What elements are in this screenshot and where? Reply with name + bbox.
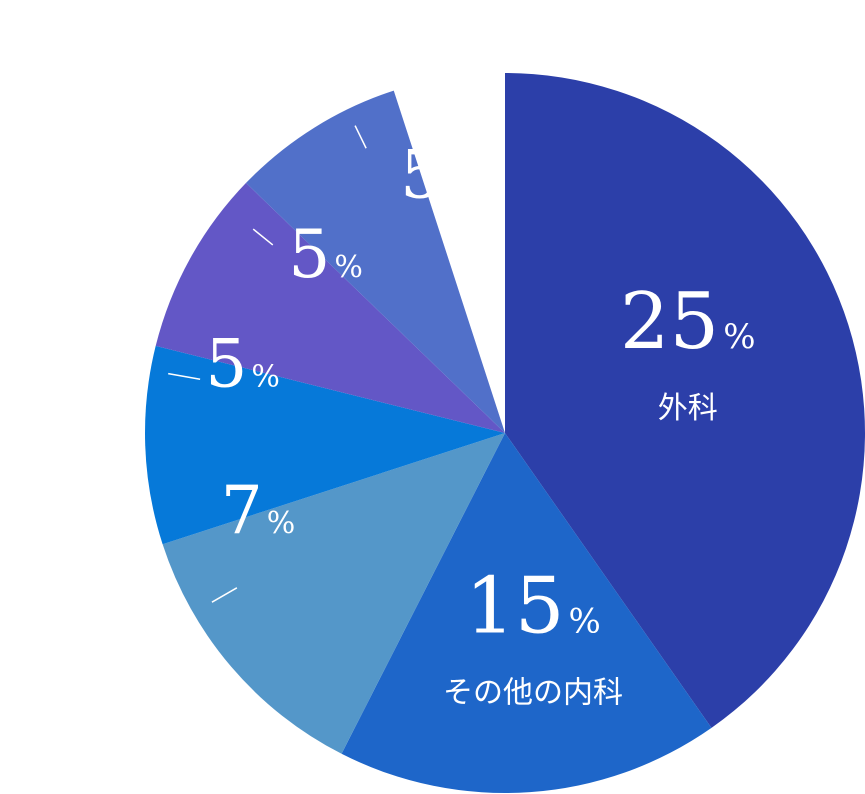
pie-slice-5 (155, 182, 505, 433)
pie-slice-1 (505, 73, 865, 728)
slice-value-suffix: % (334, 250, 363, 285)
slice-value-number: 7 (221, 472, 263, 549)
slice-value-number: 15 (465, 562, 564, 652)
slice-value-label-5: 5% (288, 216, 363, 293)
slice-value-number: 5 (400, 137, 442, 214)
slice-value-suffix: % (569, 602, 601, 642)
slice-category-label-1: 外科 (658, 391, 718, 426)
slice-category-label-2: その他の内科 (443, 676, 623, 711)
slice-value-label-4: 5% (205, 326, 280, 403)
slice-value-number: 5 (205, 326, 247, 403)
leader-line-4 (168, 372, 201, 380)
leader-line-5 (252, 228, 274, 246)
slice-value-label-6: 5% (400, 137, 475, 214)
pie-slices (145, 73, 865, 793)
slice-value-suffix: % (251, 360, 280, 395)
slice-value-label-2: 15% (465, 562, 601, 652)
slice-value-suffix: % (446, 171, 475, 206)
pie-slice-4 (145, 345, 506, 545)
slice-value-suffix: % (267, 506, 296, 541)
slice-value-label-3: 7% (221, 472, 296, 549)
slice-value-number: 25 (620, 277, 719, 367)
slice-value-suffix: % (723, 317, 755, 357)
pie-slice-6 (246, 90, 506, 433)
leader-line-3 (211, 587, 238, 603)
slice-value-label-1: 25% (620, 277, 756, 367)
leader-lines (168, 125, 367, 603)
pie-slice-2 (341, 433, 712, 793)
slice-value-number: 5 (288, 216, 330, 293)
pie-slice-3 (162, 433, 505, 754)
leader-line-6 (354, 125, 367, 149)
